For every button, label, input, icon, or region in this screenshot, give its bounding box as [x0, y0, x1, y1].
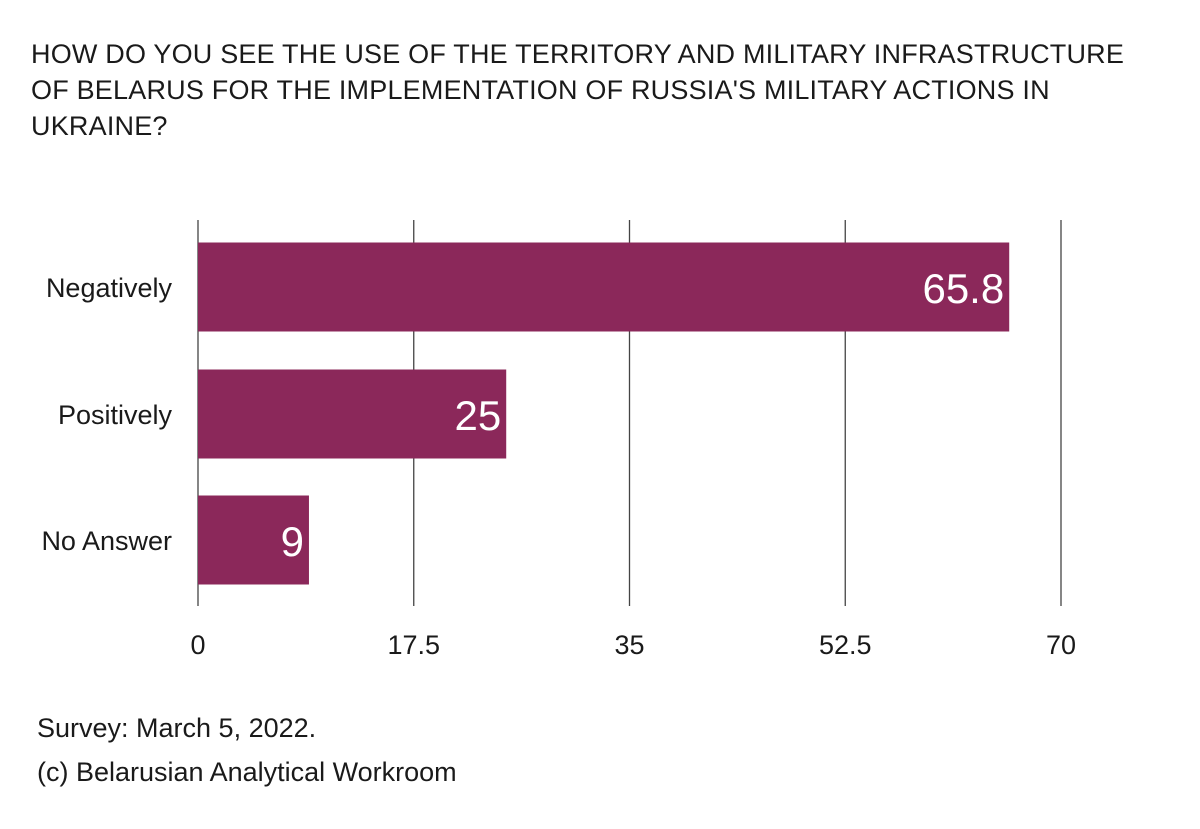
- x-tick-label: 52.5: [819, 630, 872, 660]
- x-tick-label: 17.5: [387, 630, 440, 660]
- bar: [198, 369, 507, 459]
- bar: [198, 495, 309, 585]
- bar: [198, 242, 1010, 332]
- footer-survey-note: Survey: March 5, 2022.: [37, 713, 317, 743]
- category-labels: Negatively Positively No Answer: [41, 273, 172, 556]
- value-labels: 65.8 25 9: [281, 265, 1005, 565]
- x-axis-tick-labels: 0 17.5 35 52.5 70: [190, 630, 1076, 660]
- bar-value-label: 25: [454, 392, 501, 439]
- bars: [198, 242, 1010, 585]
- category-label: Negatively: [46, 273, 173, 303]
- x-tick-label: 35: [614, 630, 644, 660]
- chart-title: HOW DO YOU SEE THE USE OF THE TERRITORY …: [31, 39, 1125, 141]
- x-tick-label: 70: [1046, 630, 1076, 660]
- category-label: Positively: [58, 400, 173, 430]
- category-label: No Answer: [41, 526, 172, 556]
- x-tick-label: 0: [190, 630, 205, 660]
- bar-value-label: 9: [281, 518, 304, 565]
- footer-credit: (c) Belarusian Analytical Workroom: [37, 757, 457, 787]
- bar-value-label: 65.8: [922, 265, 1004, 312]
